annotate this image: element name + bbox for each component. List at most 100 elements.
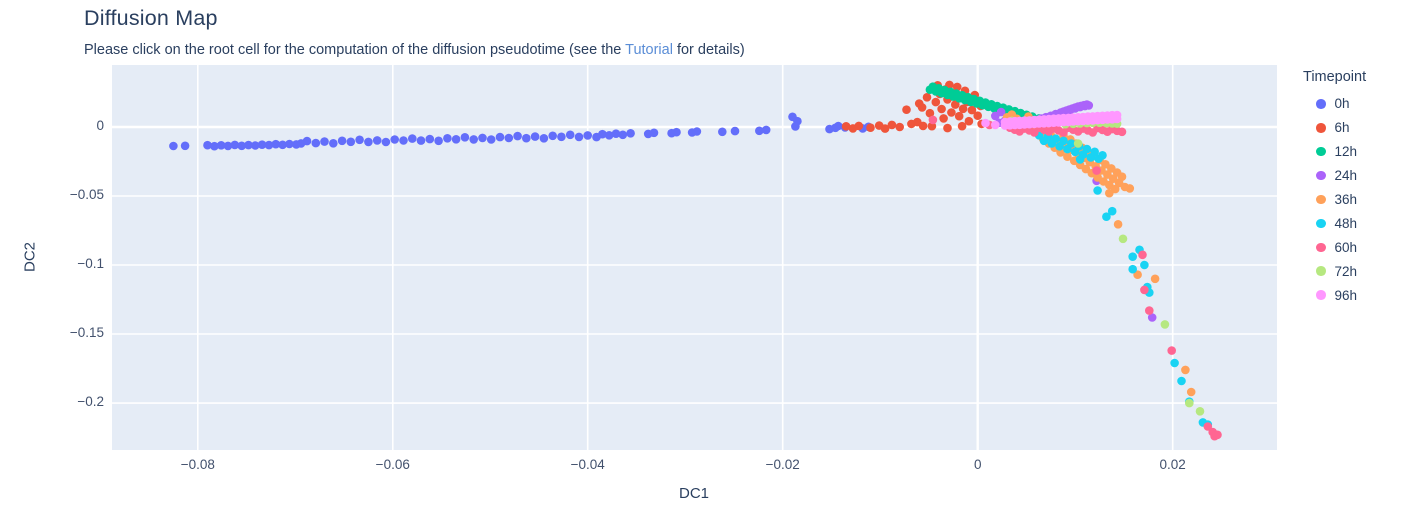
scatter-point[interactable] [1082, 144, 1092, 154]
scatter-point[interactable] [1105, 188, 1114, 198]
scatter-point[interactable] [1203, 422, 1213, 431]
scatter-point[interactable] [755, 126, 764, 136]
scatter-point[interactable] [1150, 274, 1160, 284]
scatter-point[interactable] [285, 139, 294, 149]
scatter-point[interactable] [271, 139, 281, 149]
scatter-point[interactable] [981, 118, 990, 128]
scatter-point[interactable] [1125, 184, 1135, 193]
legend-item-72h[interactable]: 72h [1303, 259, 1366, 283]
scatter-point[interactable] [364, 137, 373, 147]
plot-area[interactable] [112, 65, 1277, 450]
scatter-point[interactable] [329, 139, 338, 148]
scatter-point[interactable] [1112, 110, 1122, 120]
scatter-point[interactable] [917, 103, 927, 112]
scatter-point[interactable] [230, 140, 240, 150]
scatter-point[interactable] [1059, 136, 1068, 146]
scatter-point[interactable] [469, 135, 479, 144]
scatter-point[interactable] [1107, 206, 1117, 216]
scatter-point[interactable] [1160, 320, 1170, 329]
scatter-point[interactable] [1118, 234, 1128, 244]
scatter-point[interactable] [1195, 407, 1205, 416]
scatter-point[interactable] [1147, 313, 1157, 322]
scatter-point[interactable] [672, 127, 681, 137]
scatter-point[interactable] [237, 141, 246, 151]
scatter-point[interactable] [399, 136, 408, 145]
scatter-point[interactable] [927, 121, 937, 131]
scatter-point[interactable] [951, 100, 960, 109]
scatter-point[interactable] [408, 134, 417, 143]
scatter-point[interactable] [557, 132, 566, 142]
scatter-point[interactable] [346, 137, 356, 147]
scatter-point[interactable] [730, 126, 740, 136]
scatter-point[interactable] [216, 141, 226, 150]
scatter-point[interactable] [1113, 220, 1123, 229]
scatter-point[interactable] [887, 120, 897, 130]
scatter-point[interactable] [264, 140, 274, 150]
scatter-point[interactable] [355, 135, 364, 145]
scatter-point[interactable] [1075, 155, 1085, 164]
scatter-point[interactable] [302, 136, 312, 146]
scatter-point[interactable] [539, 134, 549, 143]
scatter-point[interactable] [957, 121, 967, 131]
scatter-point[interactable] [504, 133, 514, 143]
scatter-point[interactable] [1140, 285, 1149, 295]
scatter-point[interactable] [598, 129, 607, 139]
scatter-point[interactable] [1145, 306, 1154, 315]
scatter-point[interactable] [1117, 172, 1127, 181]
scatter-point[interactable] [460, 133, 470, 142]
scatter-point[interactable] [649, 128, 659, 138]
scatter-point[interactable] [574, 132, 584, 142]
scatter-point[interactable] [952, 82, 962, 92]
scatter-point[interactable] [513, 131, 522, 141]
scatter-point[interactable] [565, 130, 575, 140]
scatter-point[interactable] [530, 132, 540, 141]
scatter-point[interactable] [1093, 186, 1102, 195]
scatter-point[interactable] [1185, 398, 1194, 408]
scatter-point[interactable] [841, 122, 851, 131]
legend-item-60h[interactable]: 60h [1303, 235, 1366, 259]
scatter-point[interactable] [761, 125, 771, 135]
scatter-point[interactable] [548, 131, 557, 141]
scatter-point[interactable] [918, 121, 928, 131]
scatter-point[interactable] [320, 137, 329, 146]
scatter-plot-canvas[interactable] [112, 65, 1277, 450]
legend-item-6h[interactable]: 6h [1303, 116, 1366, 140]
scatter-point[interactable] [996, 107, 1006, 117]
scatter-point[interactable] [947, 108, 956, 117]
scatter-point[interactable] [937, 104, 946, 114]
scatter-point[interactable] [791, 122, 800, 131]
scatter-point[interactable] [692, 127, 702, 136]
scatter-point[interactable] [1213, 430, 1222, 440]
legend-item-96h[interactable]: 96h [1303, 283, 1366, 307]
legend-item-48h[interactable]: 48h [1303, 211, 1366, 235]
scatter-point[interactable] [973, 111, 982, 120]
scatter-point[interactable] [1128, 264, 1137, 274]
scatter-point[interactable] [311, 138, 321, 148]
scatter-point[interactable] [425, 134, 435, 144]
legend-item-24h[interactable]: 24h [1303, 164, 1366, 188]
scatter-point[interactable] [180, 141, 190, 151]
scatter-point[interactable] [1092, 166, 1101, 175]
scatter-point[interactable] [895, 122, 904, 132]
scatter-point[interactable] [278, 140, 287, 150]
scatter-point[interactable] [604, 131, 614, 140]
scatter-point[interactable] [626, 129, 635, 138]
scatter-point[interactable] [1133, 270, 1142, 279]
scatter-point[interactable] [390, 135, 400, 144]
scatter-point[interactable] [991, 120, 1000, 130]
scatter-point[interactable] [372, 136, 382, 145]
scatter-point[interactable] [1098, 151, 1107, 160]
scatter-point[interactable] [203, 140, 212, 150]
scatter-point[interactable] [943, 123, 952, 133]
scatter-point[interactable] [964, 116, 974, 126]
scatter-point[interactable] [1138, 250, 1147, 260]
scatter-point[interactable] [495, 132, 505, 142]
scatter-point[interactable] [1063, 152, 1072, 161]
scatter-point[interactable] [1090, 147, 1099, 157]
legend-item-36h[interactable]: 36h [1303, 188, 1366, 212]
scatter-point[interactable] [939, 114, 948, 123]
scatter-point[interactable] [443, 134, 452, 143]
scatter-point[interactable] [1186, 387, 1196, 397]
scatter-point[interactable] [1177, 376, 1186, 386]
scatter-point[interactable] [866, 123, 875, 132]
